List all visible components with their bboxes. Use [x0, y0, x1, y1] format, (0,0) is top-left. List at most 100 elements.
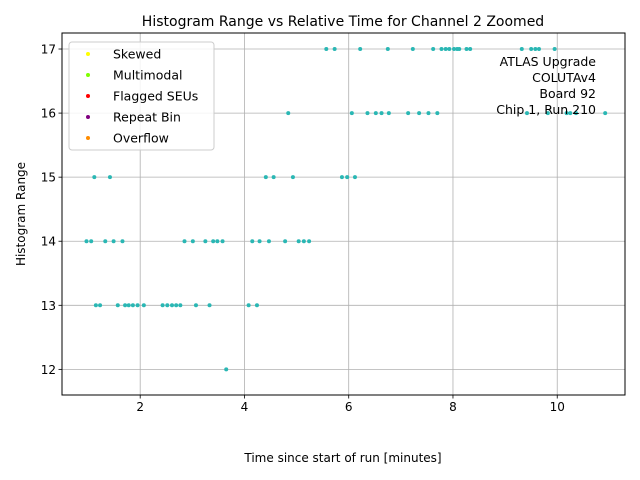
legend-marker-flagged-seus [86, 94, 90, 98]
data-point [266, 239, 271, 244]
data-point [443, 47, 448, 52]
data-point [98, 303, 103, 308]
legend-label-flagged-seus: Flagged SEUs [113, 89, 198, 104]
legend-marker-skewed [86, 52, 90, 56]
data-point [190, 239, 195, 244]
data-point [457, 47, 462, 52]
data-point [417, 111, 422, 116]
data-point [254, 303, 259, 308]
data-point [224, 367, 229, 372]
legend-marker-overflow [86, 136, 90, 140]
data-point [452, 47, 457, 52]
data-point [92, 175, 97, 180]
data-point [207, 303, 212, 308]
data-point [385, 47, 390, 52]
data-point [263, 175, 268, 180]
x-tick-label: 8 [449, 400, 457, 414]
data-point [165, 303, 170, 308]
legend-label-skewed: Skewed [113, 47, 161, 62]
legend-box [68, 41, 215, 151]
data-point [296, 239, 301, 244]
plot-frame [61, 32, 626, 396]
y-tick-label: 15 [41, 171, 56, 185]
legend-label-overflow: Overflow [113, 131, 169, 146]
data-point [373, 111, 378, 116]
data-point [568, 111, 573, 116]
data-point [301, 239, 306, 244]
data-point [533, 47, 538, 52]
annotation-block: ATLAS Upgrade COLUTAv4 Board 92 Chip 1, … [496, 54, 596, 117]
data-point [431, 47, 436, 52]
y-tick-label: 14 [41, 235, 56, 249]
data-point [160, 303, 165, 308]
data-point [141, 303, 146, 308]
data-point [107, 175, 112, 180]
data-point [464, 47, 469, 52]
data-point [386, 111, 391, 116]
data-point [93, 303, 98, 308]
data-point [524, 111, 529, 116]
legend: Skewed Multimodal Flagged SEUs Repeat Bi… [68, 41, 215, 151]
data-point [529, 47, 534, 52]
data-point [406, 111, 411, 116]
data-point [103, 239, 108, 244]
data-point [174, 303, 179, 308]
annotation-line: COLUTAv4 [532, 70, 596, 85]
data-point [84, 239, 89, 244]
data-point [89, 239, 94, 244]
data-point [439, 47, 444, 52]
data-point [130, 303, 135, 308]
data-point [564, 111, 569, 116]
data-point [115, 303, 120, 308]
data-point [345, 175, 350, 180]
data-point [435, 111, 440, 116]
data-point [603, 111, 608, 116]
data-point [410, 47, 415, 52]
data-point [178, 303, 183, 308]
data-point [135, 303, 140, 308]
data-point [286, 111, 291, 116]
data-points [84, 47, 608, 372]
data-point [193, 303, 198, 308]
y-tick-label: 17 [41, 43, 56, 57]
data-point [324, 47, 329, 52]
data-point [307, 239, 312, 244]
data-point [573, 111, 578, 116]
x-tick-label: 4 [241, 400, 249, 414]
data-point [519, 47, 524, 52]
data-point [215, 239, 220, 244]
y-axis-label: Histogram Range [14, 162, 28, 266]
data-point [352, 175, 357, 180]
data-point [169, 303, 174, 308]
data-point [182, 239, 187, 244]
data-point [123, 303, 128, 308]
data-point [211, 239, 216, 244]
x-tick-label: 6 [345, 400, 353, 414]
y-tick-label: 16 [41, 107, 56, 121]
legend-label-multimodal: Multimodal [113, 68, 182, 83]
data-point [271, 175, 276, 180]
x-tick-label: 2 [136, 400, 144, 414]
data-point [379, 111, 384, 116]
x-tick-label: 10 [550, 400, 565, 414]
data-point [120, 239, 125, 244]
data-point [332, 47, 337, 52]
data-point [468, 47, 473, 52]
legend-marker-repeat-bin [86, 115, 90, 119]
data-point [283, 239, 288, 244]
data-point [426, 111, 431, 116]
axis-ticks: 2 4 6 8 10 12 13 14 15 16 17 [41, 43, 565, 414]
data-point [290, 175, 295, 180]
annotation-line: Board 92 [539, 86, 596, 101]
data-point [349, 111, 354, 116]
data-point [552, 47, 557, 52]
annotation-line: ATLAS Upgrade [500, 54, 597, 69]
x-axis-label: Time since start of run [minutes] [243, 451, 441, 465]
data-point [257, 239, 262, 244]
data-point [365, 111, 370, 116]
data-point [536, 47, 541, 52]
data-point [126, 303, 131, 308]
data-point [545, 111, 550, 116]
data-point [111, 239, 116, 244]
